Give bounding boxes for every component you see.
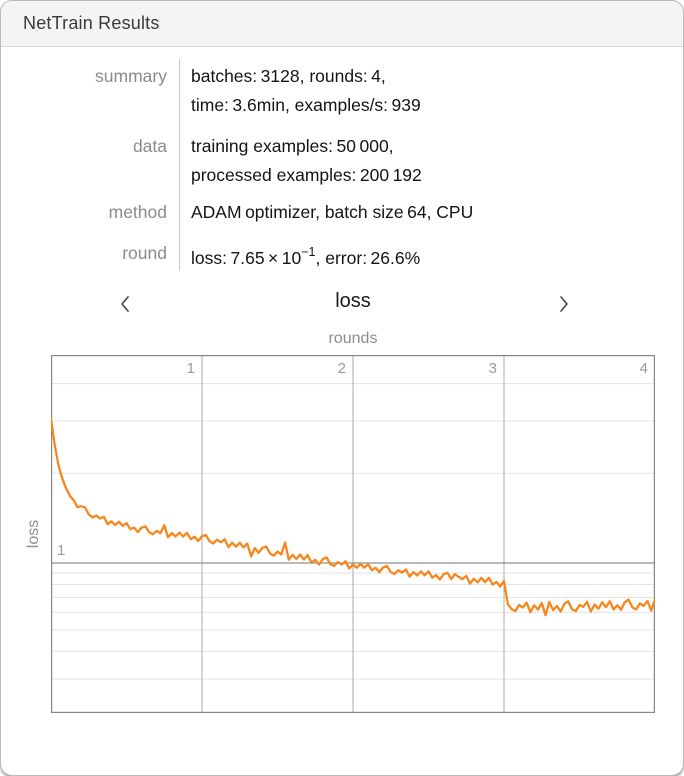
round-error-text: , error: 26.6%: [315, 247, 421, 268]
window-title: NetTrain Results: [23, 13, 160, 33]
chevron-left-icon: [119, 295, 131, 316]
data-line-1: training examples: 50 000,: [191, 136, 394, 156]
data-row-label: data: [132, 136, 167, 156]
method-line-1: ADAM optimizer, batch size 64, CPU: [191, 202, 474, 222]
y-axis-label: loss: [25, 519, 42, 549]
round-row-label: round: [122, 243, 167, 263]
x-tick-1: 1: [186, 360, 195, 377]
data-line-2: processed examples: 200 192: [191, 165, 422, 185]
x-tick-3: 3: [488, 360, 497, 377]
plot-frame: [51, 355, 655, 713]
summary-line-2: time: 3.6min, examples/s: 939: [191, 95, 421, 115]
plot-title: loss: [335, 290, 371, 312]
data-row-value: training examples: 50 000, processed exa…: [191, 132, 661, 190]
x-tick-4: 4: [639, 360, 648, 377]
chevron-right-icon: [558, 295, 570, 316]
round-loss-text: loss: 7.65 × 10: [191, 247, 302, 268]
summary-row-label: summary: [95, 66, 167, 86]
loss-curve-canvas: [51, 355, 655, 713]
round-row-value: loss: 7.65 × 10−1, error: 26.6%: [191, 239, 661, 273]
label-value-divider: [179, 59, 180, 271]
summary-row-value: batches: 3128, rounds: 4, time: 3.6min, …: [191, 62, 661, 120]
loss-plot: 1 2 3 4 1: [51, 355, 655, 713]
y-tick-1: 1: [57, 542, 66, 559]
x-tick-2: 2: [337, 360, 346, 377]
loss-curve: [51, 417, 655, 617]
next-plot-button[interactable]: [551, 292, 577, 318]
round-loss-exponent: −1: [301, 245, 316, 259]
previous-plot-button[interactable]: [112, 292, 138, 318]
x-axis-label: rounds: [328, 330, 378, 347]
summary-line-1: batches: 3128, rounds: 4,: [191, 66, 386, 86]
method-row-value: ADAM optimizer, batch size 64, CPU: [191, 198, 661, 227]
window-titlebar[interactable]: NetTrain Results: [1, 1, 683, 47]
method-row-label: method: [108, 202, 167, 222]
